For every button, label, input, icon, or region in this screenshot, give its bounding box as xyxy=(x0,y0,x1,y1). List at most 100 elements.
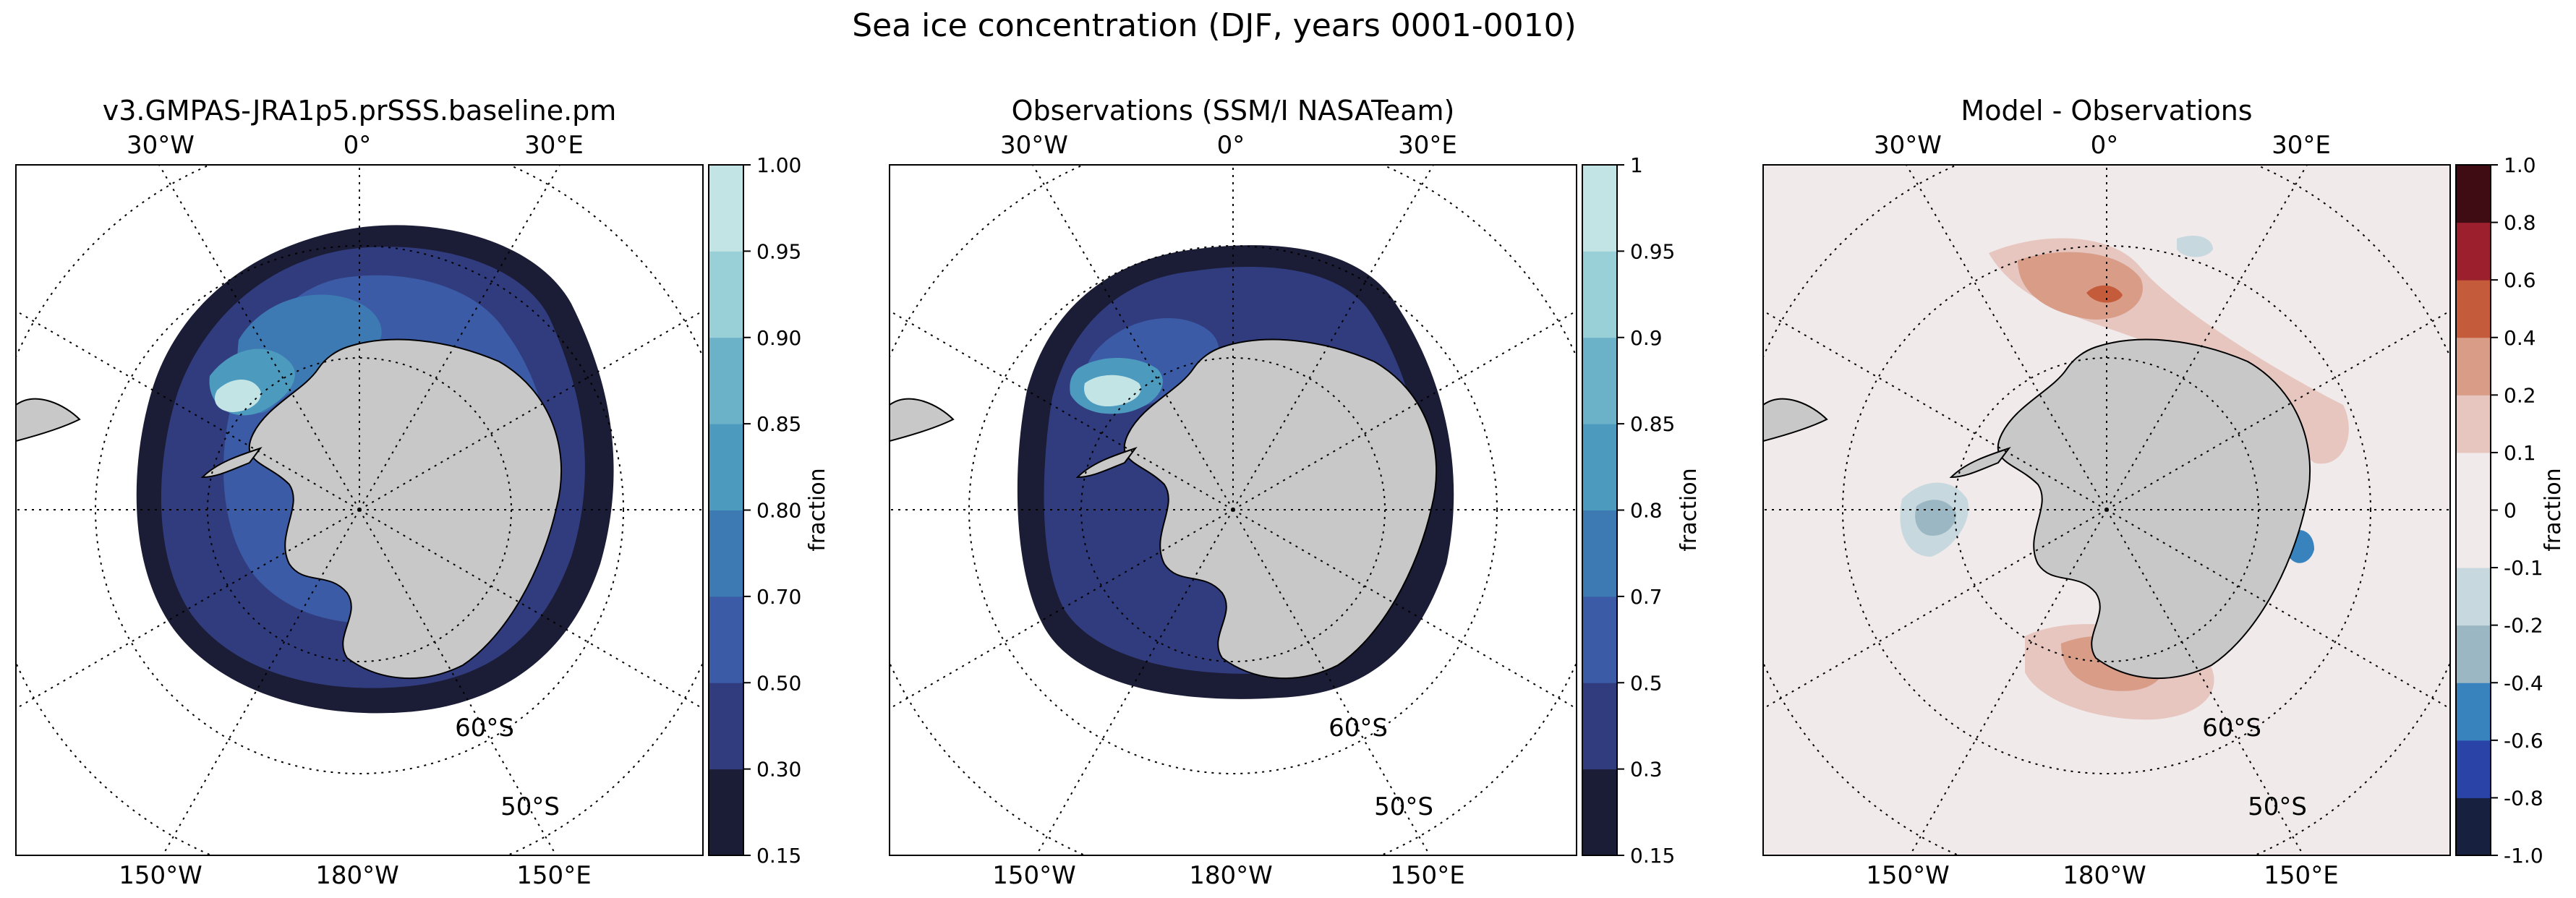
lon-label-30e: 30°E xyxy=(524,131,584,160)
colorbar-segment xyxy=(1582,424,1617,510)
colorbar-segment xyxy=(1582,251,1617,338)
colorbar-tick-label: 0.2 xyxy=(2504,383,2536,407)
colorbar-segment xyxy=(2456,395,2491,453)
graticule xyxy=(16,165,703,855)
colorbar-segment xyxy=(2456,280,2491,338)
colorbar-segment xyxy=(1582,769,1617,856)
lon-label-150w: 150°W xyxy=(992,861,1076,890)
panel-observations: Observations (SSM/I NASATeam) xyxy=(889,95,1702,890)
figure-suptitle: Sea ice concentration (DJF, years 0001-0… xyxy=(852,7,1577,44)
colorbar-tick-label: 1.0 xyxy=(2504,153,2536,177)
colorbar-segment xyxy=(2456,222,2491,281)
colorbar-segment xyxy=(1582,337,1617,424)
lon-label-180w: 180°W xyxy=(1189,861,1273,890)
colorbar-tick-label: -1.0 xyxy=(2504,844,2543,868)
colorbar-label: fraction xyxy=(1676,468,1702,551)
panel-title: Observations (SSM/I NASATeam) xyxy=(1012,95,1455,127)
antarctica xyxy=(1997,338,2311,680)
colorbar-tick-label: 0.8 xyxy=(1630,499,1663,523)
colorbar-segment xyxy=(709,510,743,597)
colorbar: 0.15 0.30 0.50 0.70 0.80 0.85 0.90 0.95 1.00 fra… xyxy=(708,153,830,868)
colorbar-tick-label: 0.7 xyxy=(1630,585,1663,609)
antarctic-peninsula xyxy=(200,447,263,479)
panel-difference: Model - Observations xyxy=(1762,95,2566,890)
colorbar-segment xyxy=(2456,510,2491,568)
colorbar-tick-label: -0.2 xyxy=(2504,614,2543,638)
difference-field xyxy=(1763,235,2349,720)
antarctic-peninsula xyxy=(1949,447,2011,479)
colorbar-tick-label: 0.80 xyxy=(756,499,801,523)
colorbar-tick-label: 0.8 xyxy=(2504,211,2536,235)
colorbar-segment xyxy=(1582,510,1617,597)
map-frame xyxy=(889,164,1577,856)
lon-label-30e: 30°E xyxy=(1398,131,1457,160)
graticule xyxy=(890,165,1577,855)
lon-label-150w: 150°W xyxy=(1866,861,1950,890)
colorbar-segment xyxy=(2456,165,2491,223)
colorbar-segment xyxy=(709,165,743,252)
colorbar-tick-label: 0.30 xyxy=(756,758,801,782)
colorbar-tick-label: 0 xyxy=(2504,499,2517,523)
panel-title: Model - Observations xyxy=(1961,95,2252,127)
lat-label-50s: 50°S xyxy=(500,792,560,821)
lon-label-150e: 150°E xyxy=(1390,861,1464,890)
lat-label-50s: 50°S xyxy=(1374,792,1433,821)
colorbar-tick-label: 1.00 xyxy=(756,153,801,177)
colorbar-tick-label: 0.50 xyxy=(756,671,801,695)
colorbar-tick-label: 0.1 xyxy=(2504,441,2536,465)
antarctica xyxy=(1123,338,1438,680)
colorbar: -1.0 -0.8 -0.6 -0.4 -0.2 -0.1 0 0.1 0.2 0.4 0.6 0.8… xyxy=(2455,153,2566,868)
colorbar-tick-label: -0.6 xyxy=(2504,729,2543,753)
ice-band-095 xyxy=(1084,375,1141,407)
colorbar-segment xyxy=(709,251,743,338)
colorbar-label: fraction xyxy=(2541,468,2566,551)
colorbar-tick-label: 0.15 xyxy=(1630,844,1675,868)
colorbar-segment xyxy=(2456,625,2491,683)
panel-title: v3.GMPAS-JRA1p5.prSSS.baseline.pm xyxy=(103,95,617,127)
colorbar-tick-label: 0.9 xyxy=(1630,326,1663,350)
colorbar-tick-label: 0.4 xyxy=(2504,326,2536,350)
sea-ice-field xyxy=(890,245,1454,699)
colorbar-segment xyxy=(2456,797,2491,856)
colorbar-tick-label: -0.1 xyxy=(2504,556,2543,580)
lon-label-30w: 30°W xyxy=(1000,131,1068,160)
lon-label-150w: 150°W xyxy=(119,861,202,890)
lat-label-60s: 60°S xyxy=(455,714,514,743)
colorbar-segment xyxy=(2456,452,2491,510)
colorbar-segment xyxy=(2456,568,2491,626)
colorbar-tick-label: -0.4 xyxy=(2504,671,2543,695)
graticule xyxy=(1763,165,2450,855)
colorbar-segment xyxy=(709,337,743,424)
colorbar-segment xyxy=(1582,165,1617,252)
south-america-tip xyxy=(890,398,955,442)
colorbar-segment xyxy=(2456,683,2491,741)
south-america-tip xyxy=(1763,398,1828,442)
map-frame xyxy=(1762,164,2451,856)
lat-label-60s: 60°S xyxy=(2202,714,2261,743)
colorbar-tick-label: 0.90 xyxy=(756,326,801,350)
colorbar-tick-label: -0.8 xyxy=(2504,786,2543,810)
colorbar-segment xyxy=(709,424,743,510)
colorbar-tick-label: 0.95 xyxy=(1630,239,1675,263)
diff-negative-02 xyxy=(1915,500,1956,536)
lon-label-0: 0° xyxy=(344,131,372,160)
colorbar-label: fraction xyxy=(805,468,830,551)
colorbar-tick-label: 0.5 xyxy=(1630,671,1663,695)
colorbar-segment xyxy=(2456,337,2491,395)
south-america-tip xyxy=(16,398,81,442)
colorbar-segment xyxy=(1582,683,1617,770)
colorbar-tick-label: 0.6 xyxy=(2504,268,2536,292)
colorbar-tick-label: 0.3 xyxy=(1630,758,1663,782)
antarctica xyxy=(248,338,563,680)
lat-label-60s: 60°S xyxy=(1328,714,1388,743)
lon-label-30w: 30°W xyxy=(127,131,195,160)
panel-model: v3.GMPAS-JRA1p5.prSSS.baseline.pm xyxy=(15,95,830,890)
lat-label-50s: 50°S xyxy=(2248,792,2307,821)
colorbar-tick-label: 1 xyxy=(1630,153,1643,177)
ice-band-090 xyxy=(214,380,261,412)
colorbar-segment xyxy=(2456,740,2491,798)
colorbar-segment xyxy=(709,683,743,770)
lon-label-30e: 30°E xyxy=(2272,131,2331,160)
antarctic-peninsula xyxy=(1075,447,1138,479)
lon-label-150e: 150°E xyxy=(2264,861,2338,890)
